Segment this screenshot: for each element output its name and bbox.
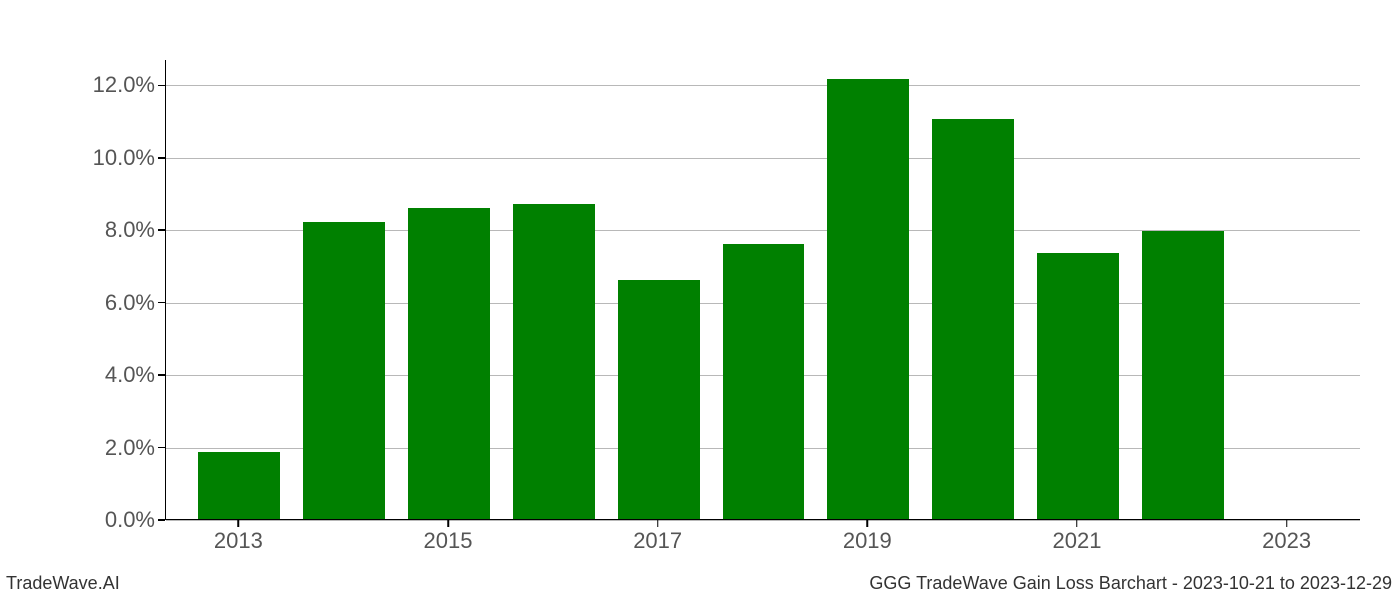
y-axis-tick-mark [158, 374, 165, 376]
gridline [166, 520, 1360, 521]
x-axis-tick-mark [1076, 520, 1078, 527]
x-axis-tick-mark [447, 520, 449, 527]
y-axis-tick-mark [158, 157, 165, 159]
x-axis-tick-label: 2021 [1052, 528, 1101, 554]
x-axis-tick-mark [867, 520, 869, 527]
x-axis-tick-mark [238, 520, 240, 527]
y-axis-tick-mark [158, 519, 165, 521]
y-axis-tick-label: 4.0% [65, 362, 155, 388]
bar [513, 204, 595, 519]
y-axis-tick-label: 6.0% [65, 290, 155, 316]
gridline [166, 158, 1360, 159]
bar [723, 244, 805, 519]
y-axis-tick-mark [158, 302, 165, 304]
footer-brand: TradeWave.AI [6, 573, 120, 594]
x-axis-tick-label: 2013 [214, 528, 263, 554]
y-axis-tick-label: 10.0% [65, 145, 155, 171]
x-axis-tick-mark [657, 520, 659, 527]
x-axis-tick-label: 2015 [424, 528, 473, 554]
bar [827, 79, 909, 519]
y-axis-tick-label: 8.0% [65, 217, 155, 243]
y-axis-tick-mark [158, 85, 165, 87]
y-axis-tick-label: 0.0% [65, 507, 155, 533]
y-axis-tick-mark [158, 447, 165, 449]
y-axis-tick-mark [158, 229, 165, 231]
bar [1037, 253, 1119, 519]
y-axis-tick-label: 2.0% [65, 435, 155, 461]
bar [1142, 231, 1224, 519]
x-axis-tick-label: 2017 [633, 528, 682, 554]
y-axis-tick-label: 12.0% [65, 72, 155, 98]
bar [932, 119, 1014, 519]
bar [408, 208, 490, 519]
gridline [166, 85, 1360, 86]
chart-plot-area [165, 60, 1360, 520]
bar [303, 222, 385, 519]
bar [618, 280, 700, 519]
x-axis-tick-label: 2023 [1262, 528, 1311, 554]
x-axis-tick-label: 2019 [843, 528, 892, 554]
x-axis-tick-mark [1286, 520, 1288, 527]
bar [198, 452, 280, 519]
footer-caption: GGG TradeWave Gain Loss Barchart - 2023-… [869, 573, 1392, 594]
